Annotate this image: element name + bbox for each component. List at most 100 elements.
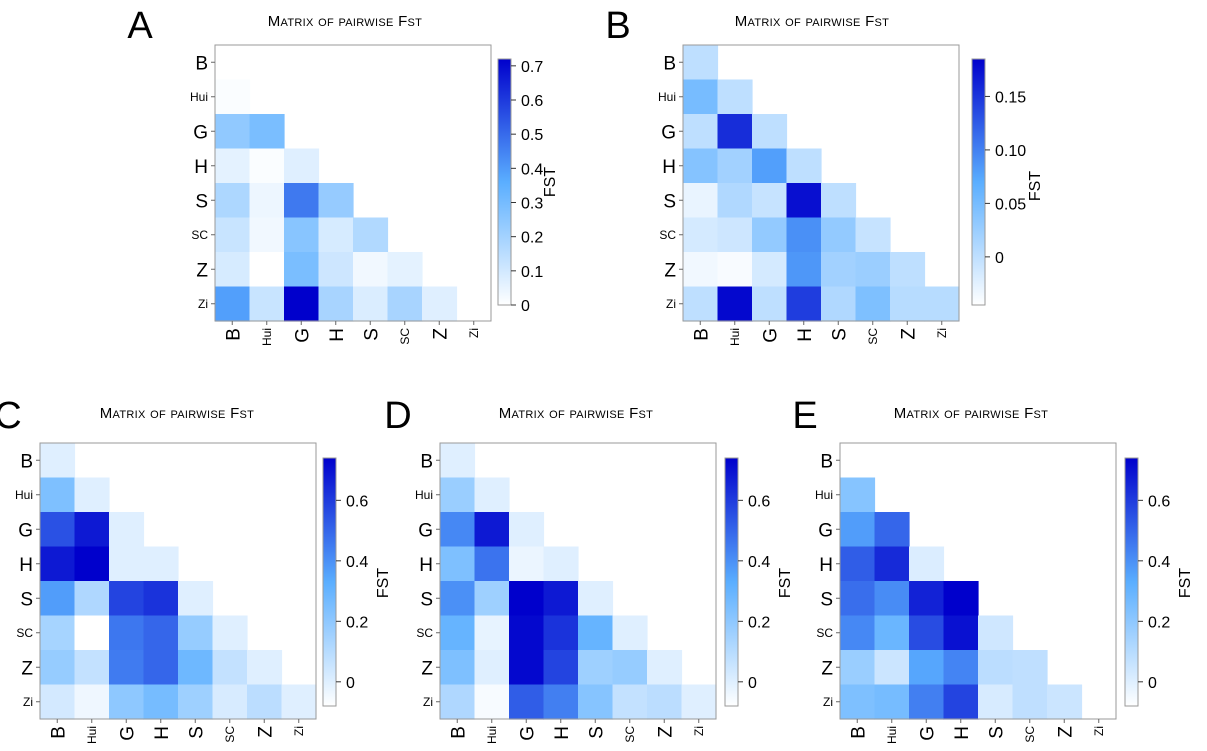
- heatmap-cell-g-hui: [249, 114, 285, 150]
- heatmap-cell-z-hui: [249, 252, 285, 288]
- heatmap-cell-zi-h: [143, 684, 179, 720]
- col-label-zi: Zi: [692, 726, 706, 736]
- col-label-s: S: [586, 726, 607, 739]
- row-label-z: Z: [196, 260, 208, 281]
- heatmap-cell-z-g: [752, 252, 788, 288]
- heatmap-cell-s-h: [786, 183, 822, 219]
- heatmap-cell-sc-hui: [717, 217, 753, 253]
- row-label-hui: Hui: [415, 488, 433, 502]
- col-label-s: S: [361, 328, 382, 341]
- colorbar-tick-label: 0.6: [346, 493, 368, 510]
- heatmap-cell-z-z: [890, 252, 926, 288]
- row-label-zi: Zi: [423, 695, 433, 709]
- colorbar-tick-label: 0.4: [521, 161, 543, 178]
- heatmap-cell-zi-hui: [249, 286, 285, 322]
- heatmap-cell-h-h: [786, 148, 822, 184]
- heatmap-cell-hui-b: [40, 477, 76, 513]
- heatmap-cell-z-b: [683, 252, 719, 288]
- panel-label: A: [127, 5, 153, 47]
- row-label-b: B: [663, 53, 676, 74]
- colorbar: [971, 58, 986, 306]
- colorbar-tick-label: 0.15: [995, 89, 1026, 106]
- row-label-s: S: [420, 589, 433, 610]
- colorbar-tick-label: 0: [748, 675, 757, 692]
- heatmap-cell-g-g: [109, 512, 145, 548]
- heatmap-cell-zi-sc: [612, 684, 648, 720]
- matrix-frame-outline: [839, 442, 1117, 720]
- heatmap-cell-s-b: [840, 581, 876, 617]
- heatmap-cell-h-hui: [874, 546, 910, 582]
- heatmap-cell-zi-hui: [874, 684, 910, 720]
- row-label-zi: Zi: [666, 297, 676, 311]
- heatmap-cell-sc-g: [109, 615, 145, 651]
- heatmap-cell-sc-hui: [249, 217, 285, 253]
- colorbar: [1124, 457, 1139, 707]
- heatmap-cell-zi-b: [440, 684, 476, 720]
- col-label-hui: Hui: [885, 726, 899, 744]
- heatmap-cell-zi-h: [943, 684, 979, 720]
- heatmap-cell-z-h: [143, 650, 179, 686]
- heatmap-cell-g-b: [215, 114, 251, 150]
- heatmap-cell-z-z: [647, 650, 683, 686]
- col-label-sc: SC: [623, 726, 637, 743]
- panel-label: E: [792, 395, 817, 437]
- col-label-h: H: [552, 726, 573, 740]
- heatmap-cell-zi-g: [284, 286, 320, 322]
- col-label-b: B: [848, 726, 869, 739]
- col-label-s: S: [986, 726, 1007, 739]
- col-label-h: H: [795, 328, 816, 342]
- heatmap-cell-h-hui: [717, 148, 753, 184]
- col-label-sc: SC: [866, 328, 880, 345]
- col-label-b: B: [448, 726, 469, 739]
- heatmap-cell-g-g: [752, 114, 788, 150]
- heatmap-cell-z-b: [40, 650, 76, 686]
- row-label-sc: SC: [659, 228, 676, 242]
- col-label-hui: Hui: [85, 726, 99, 744]
- heatmap-cell-z-hui: [474, 650, 510, 686]
- row-label-z: Z: [821, 658, 833, 679]
- heatmap-cell-zi-g: [752, 286, 788, 322]
- heatmap-cell-sc-hui: [474, 615, 510, 651]
- heatmap-cell-zi-z: [1047, 684, 1083, 720]
- row-label-hui: Hui: [815, 488, 833, 502]
- colorbar-title: FST: [1027, 171, 1044, 201]
- col-label-g: G: [292, 328, 313, 343]
- colorbar-tick-label: 0.6: [521, 93, 543, 110]
- col-label-s: S: [829, 328, 850, 341]
- colorbar-tick-label: 0.4: [1148, 554, 1170, 571]
- row-label-h: H: [419, 555, 433, 576]
- heatmap-cell-z-s: [178, 650, 214, 686]
- colorbar-tick-label: 0: [521, 298, 530, 315]
- heatmap-cell-zi-s: [178, 684, 214, 720]
- heatmap-cell-h-b: [440, 546, 476, 582]
- heatmap-cell-zi-zi: [681, 684, 717, 720]
- heatmap-cell-zi-s: [353, 286, 389, 322]
- heatmap-cell-s-g: [752, 183, 788, 219]
- heatmap-cell-s-h: [318, 183, 354, 219]
- row-label-h: H: [662, 157, 676, 178]
- heatmap-cell-hui-b: [440, 477, 476, 513]
- heatmap-cell-zi-h: [318, 286, 354, 322]
- heatmap-cell-z-sc: [612, 650, 648, 686]
- heatmap-cell-hui-hui: [74, 477, 110, 513]
- row-label-h: H: [194, 157, 208, 178]
- col-label-hui: Hui: [260, 328, 274, 346]
- row-label-s: S: [820, 589, 833, 610]
- heatmap-cell-sc-b: [440, 615, 476, 651]
- heatmap-cell-z-hui: [74, 650, 110, 686]
- heatmap-cell-zi-s: [978, 684, 1014, 720]
- col-label-z: Z: [1055, 726, 1076, 738]
- colorbar-tick-label: 0.4: [748, 554, 770, 571]
- heatmap-cell-g-b: [40, 512, 76, 548]
- matrix-frame-outline: [39, 442, 317, 720]
- heatmap-cell-sc-hui: [874, 615, 910, 651]
- colorbar: [322, 457, 337, 707]
- heatmap-cell-b-b: [683, 45, 719, 81]
- col-label-hui: Hui: [485, 726, 499, 744]
- heatmap-cell-hui-hui: [474, 477, 510, 513]
- heatmap-cell-s-hui: [474, 581, 510, 617]
- heatmap-cell-g-hui: [474, 512, 510, 548]
- row-label-s: S: [195, 191, 208, 212]
